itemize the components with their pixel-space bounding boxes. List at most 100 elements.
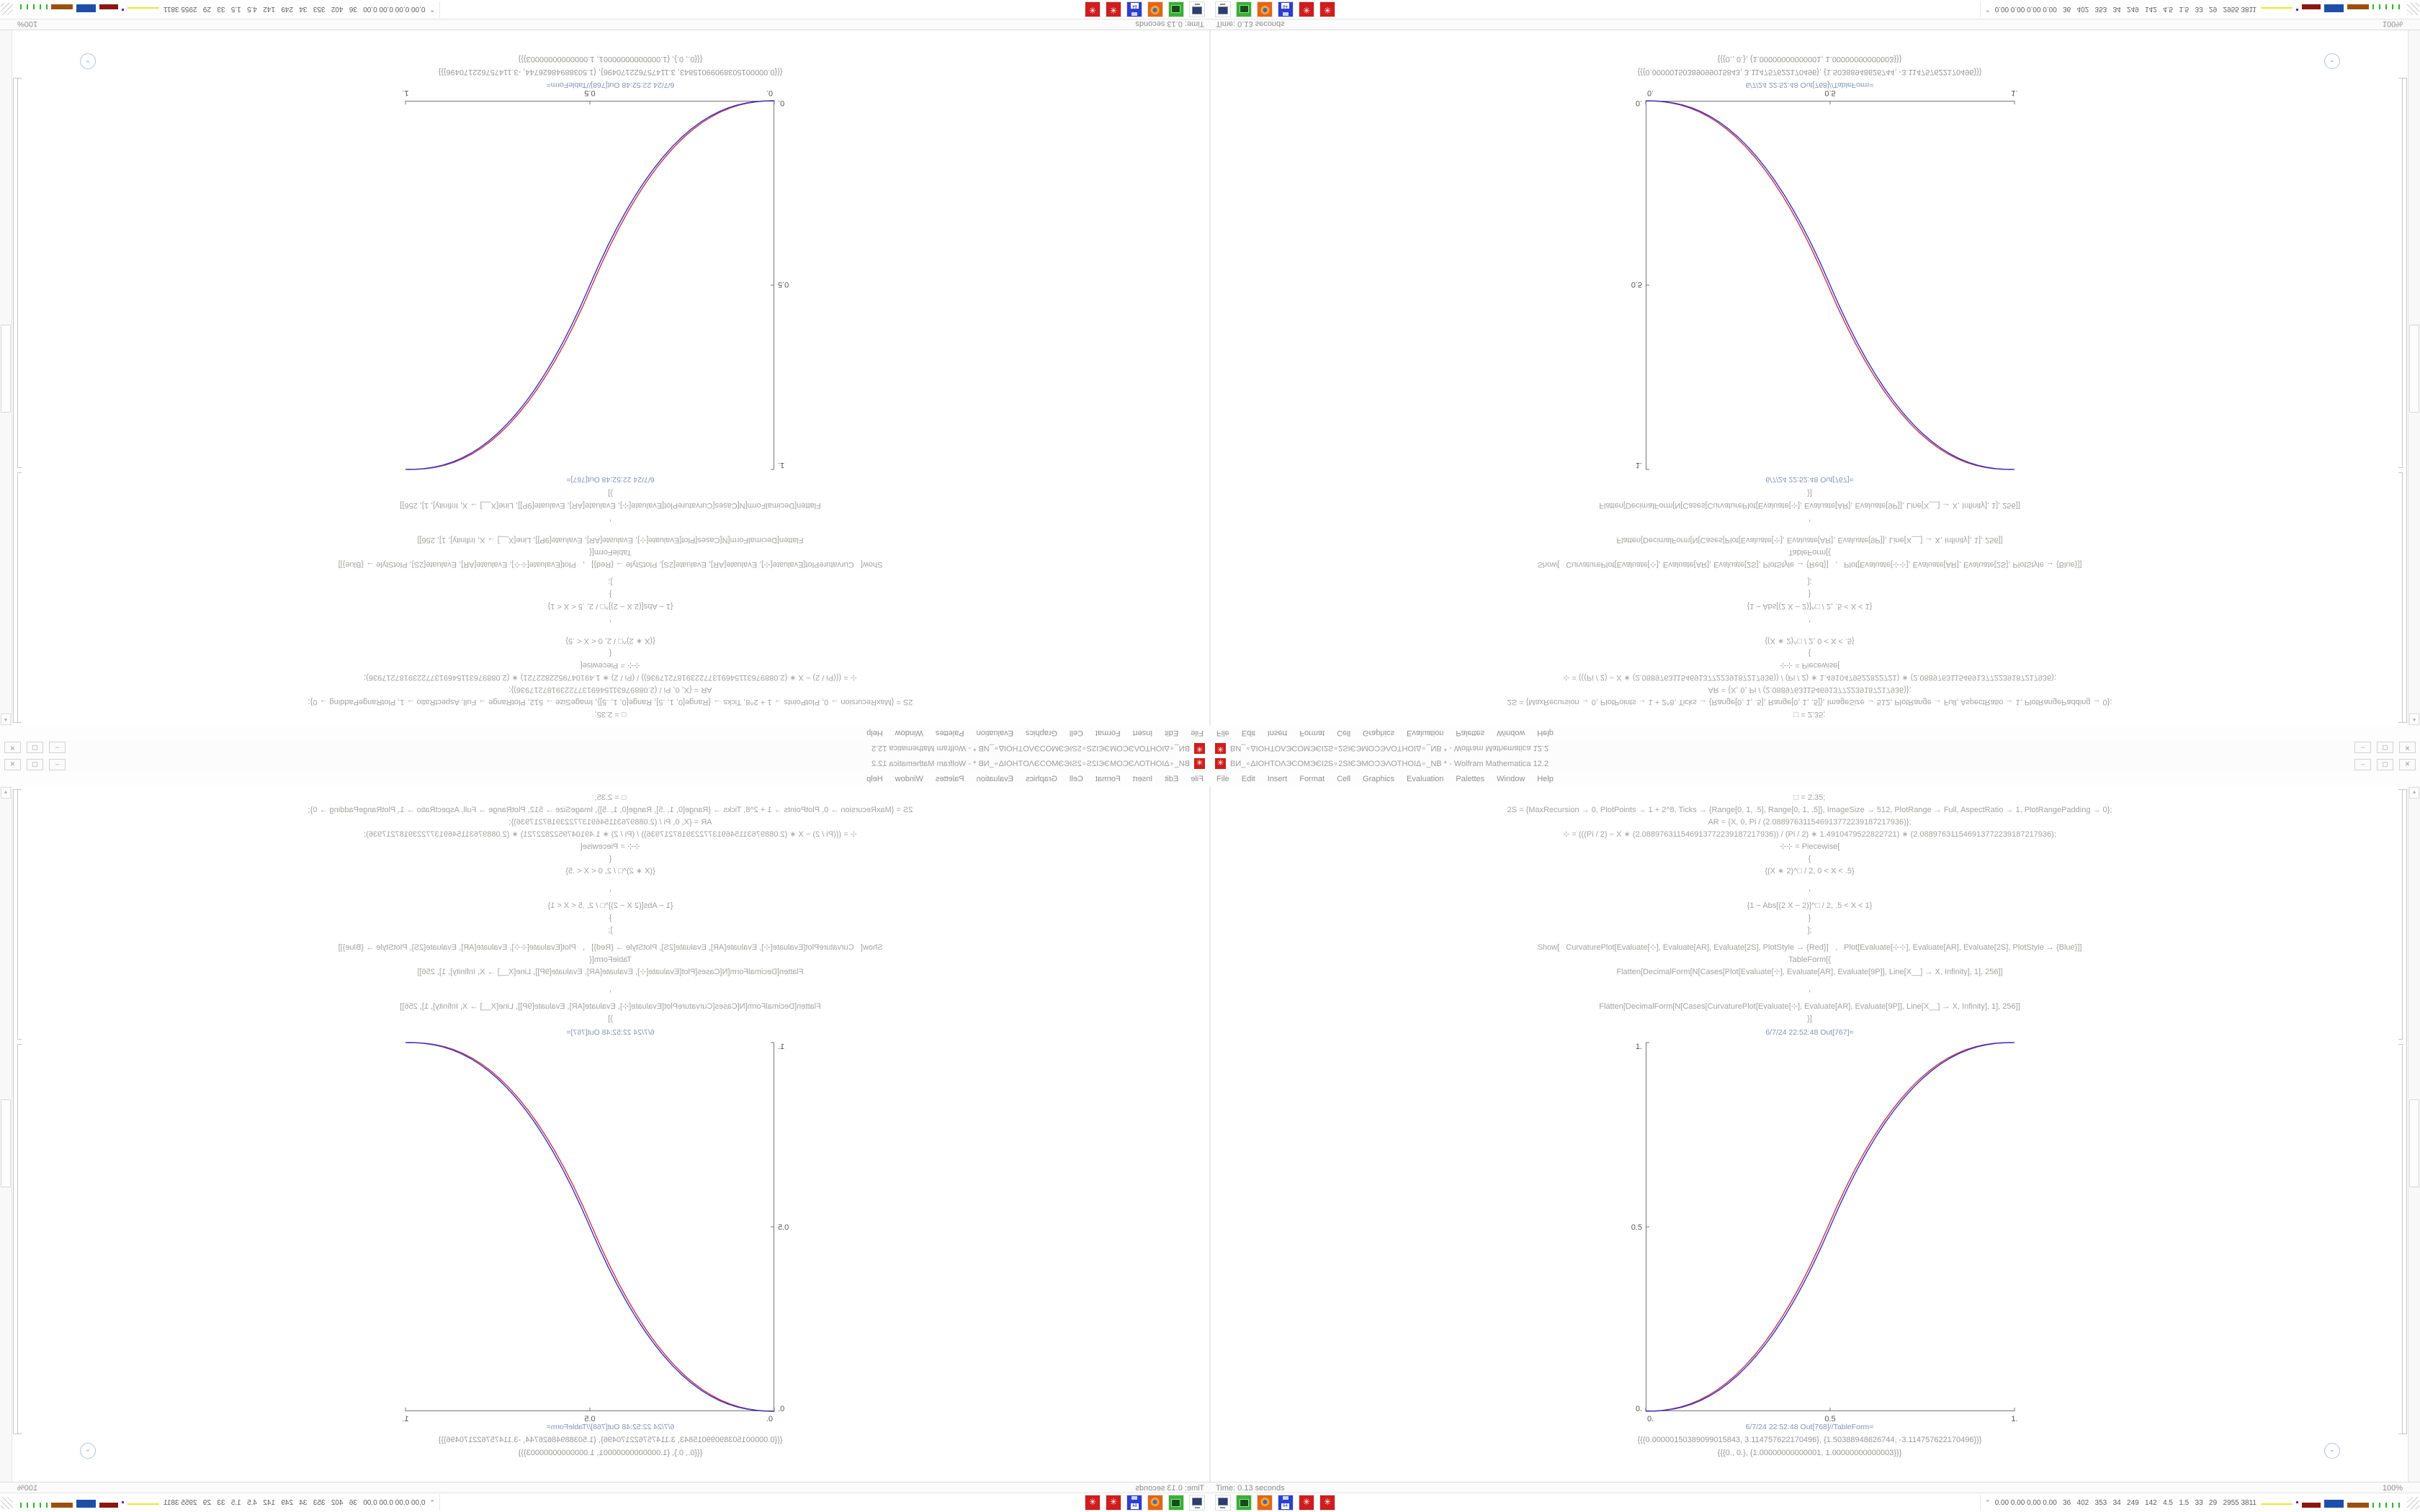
code-line[interactable]: ⊹ = (((Pi / 2) − X ∗ (2.0889763115469137… (364, 673, 857, 682)
gear-red-icon[interactable]: ✳ (1085, 1, 1101, 17)
gear-red-icon[interactable]: ✳ (1299, 1495, 1314, 1511)
menu-evaluation[interactable]: Evaluation (1407, 729, 1444, 737)
scrollbar-thumb[interactable] (1, 325, 11, 413)
menu-evaluation[interactable]: Evaluation (976, 729, 1013, 737)
menu-window[interactable]: Window (895, 775, 923, 783)
menu-insert[interactable]: Insert (1267, 729, 1288, 737)
code-line[interactable]: } (1808, 590, 1811, 598)
code-line[interactable]: , (609, 985, 612, 994)
menu-edit[interactable]: Edit (1165, 775, 1179, 783)
menu-cell[interactable]: Cell (1337, 729, 1351, 737)
code-line[interactable]: {1 − Abs[(2 X − 2)]^□ / 2, .5 < X < 1} (547, 602, 673, 611)
code-line[interactable]: AR = {X, 0, Pi / (2.08897631154691377223… (508, 818, 712, 827)
code-line[interactable]: {(X ∗ 2)^□ / 2, 0 < X < .5} (565, 636, 655, 645)
menu-insert[interactable]: Insert (1267, 775, 1288, 783)
resize-grip[interactable] (1, 3, 13, 16)
input-cell-bracket[interactable] (17, 472, 22, 723)
scroll-to-bottom-button[interactable]: ⌄ (2324, 53, 2340, 69)
package-icon[interactable] (1168, 1495, 1184, 1511)
code-line[interactable]: □ = 2.35; (1793, 710, 1826, 719)
scroll-to-bottom-button[interactable]: ⌄ (80, 1443, 96, 1459)
code-line[interactable]: { (609, 855, 612, 863)
menu-cell[interactable]: Cell (1069, 729, 1083, 737)
scrollbar-thumb[interactable] (2409, 325, 2419, 413)
code-line[interactable]: Flatten[DecimalForm[N[Cases[Plot[Evaluat… (417, 536, 804, 544)
maximize-button[interactable]: ▢ (27, 742, 43, 753)
scrollbar-thumb[interactable] (1, 1099, 11, 1187)
menu-graphics[interactable]: Graphics (1363, 775, 1395, 783)
code-line[interactable]: Show[ CurvaturePlot[Evaluate[⊹], Evaluat… (338, 560, 883, 569)
gear-red-icon[interactable]: ✳ (1299, 1, 1314, 17)
code-line[interactable]: } (609, 914, 612, 922)
code-line[interactable]: , (609, 619, 612, 628)
code-line[interactable]: 2S = {MaxRecursion → 0, PlotPoints → 1 +… (1507, 806, 2112, 814)
window-titlebar[interactable]: ✳ ВИ_∘ΔΙΟΗΤΟΛЭCOMЭЄΙ2Ѕ∘2ЅΙЄЭMOϽЭΛΟΤΗΟΙΔ∘… (1210, 756, 2420, 772)
code-line[interactable]: , (1808, 518, 1811, 527)
notebook-area[interactable]: □ = 2.35; 2S = {MaxRecursion → 0, PlotPoi… (1211, 30, 2408, 726)
menu-format[interactable]: Format (1299, 729, 1325, 737)
firefox-icon[interactable] (1147, 1495, 1163, 1511)
menu-evaluation[interactable]: Evaluation (1407, 775, 1444, 783)
menu-format[interactable]: Format (1095, 729, 1121, 737)
menu-palettes[interactable]: Palettes (935, 729, 964, 737)
code-line[interactable]: ⊹⊹ = Piecewise[ (1779, 842, 1840, 851)
minimize-button[interactable]: – (2354, 742, 2371, 753)
gear-red-icon[interactable]: ✳ (1106, 1495, 1121, 1511)
menu-insert[interactable]: Insert (1132, 775, 1153, 783)
code-line[interactable]: Flatten[DecimalForm[N[Cases[CurvaturePlo… (1599, 1002, 2020, 1011)
cell-group-bracket[interactable] (2403, 78, 2407, 723)
code-line[interactable]: Show[ CurvaturePlot[Evaluate[⊹], Evaluat… (1537, 943, 2082, 952)
floppy-64-icon[interactable]: 64 (1126, 1495, 1142, 1511)
menu-help[interactable]: Help (866, 729, 883, 737)
code-line[interactable]: }] (1807, 1014, 1812, 1023)
cell-group-bracket[interactable] (2403, 789, 2407, 1434)
code-line[interactable]: ⊹ = (((Pi / 2) − X ∗ (2.0889763115469137… (1563, 673, 2056, 682)
code-line[interactable]: Flatten[DecimalForm[N[Cases[CurvaturePlo… (400, 501, 821, 510)
code-line[interactable]: ⊹⊹ = Piecewise[ (580, 661, 641, 670)
scroll-to-bottom-button[interactable]: ⌄ (2324, 1443, 2340, 1459)
resize-grip[interactable] (2407, 1496, 2419, 1509)
package-icon[interactable] (1236, 1, 1252, 17)
vertical-scrollbar[interactable]: ▴ (0, 30, 12, 726)
firefox-icon[interactable] (1147, 1, 1163, 17)
input-code-cell[interactable]: □ = 2.35; 2S = {MaxRecursion → 0, PlotPoi… (33, 487, 1188, 720)
input-code-cell[interactable]: □ = 2.35; 2S = {MaxRecursion → 0, PlotPoi… (33, 792, 1188, 1025)
input-cell-bracket[interactable] (17, 789, 22, 1040)
close-button[interactable]: ✕ (4, 742, 21, 753)
scrollbar-up-arrow-icon[interactable]: ▴ (1, 714, 11, 725)
close-button[interactable]: ✕ (2399, 742, 2416, 753)
code-line[interactable]: 2S = {MaxRecursion → 0, PlotPoints → 1 +… (1507, 698, 2112, 706)
code-line[interactable]: {(X ∗ 2)^□ / 2, 0 < X < .5} (1765, 867, 1855, 876)
menu-edit[interactable]: Edit (1241, 775, 1255, 783)
menu-window[interactable]: Window (895, 729, 923, 737)
code-line[interactable]: ⊹ = (((Pi / 2) − X ∗ (2.0889763115469137… (364, 830, 857, 839)
display-icon[interactable] (1189, 1, 1205, 17)
menu-graphics[interactable]: Graphics (1025, 775, 1057, 783)
code-line[interactable]: AR = {X, 0, Pi / (2.08897631154691377223… (1708, 818, 1912, 827)
menu-cell[interactable]: Cell (1069, 775, 1083, 783)
menu-help[interactable]: Help (1537, 775, 1554, 783)
maximize-button[interactable]: ▢ (27, 759, 43, 770)
code-line[interactable]: {(X ∗ 2)^□ / 2, 0 < X < .5} (1765, 636, 1855, 645)
menu-cell[interactable]: Cell (1337, 775, 1351, 783)
scrollbar-up-arrow-icon[interactable]: ▴ (1, 787, 11, 798)
code-line[interactable]: {1 − Abs[(2 X − 2)]^□ / 2, .5 < X < 1} (1747, 602, 1873, 611)
menu-file[interactable]: File (1216, 775, 1229, 783)
code-line[interactable]: AR = {X, 0, Pi / (2.08897631154691377223… (1708, 685, 1912, 694)
magnification-level[interactable]: 100% (2382, 1483, 2403, 1493)
scroll-to-bottom-button[interactable]: ⌄ (80, 53, 96, 69)
close-button[interactable]: ✕ (2399, 759, 2416, 770)
gear-red-icon[interactable]: ✳ (1106, 1, 1121, 17)
code-line[interactable]: ⊹ = (((Pi / 2) − X ∗ (2.0889763115469137… (1563, 830, 2056, 839)
code-line[interactable]: ]; (608, 577, 613, 586)
menu-help[interactable]: Help (1537, 729, 1554, 737)
code-line[interactable]: TableForm[{ (1788, 548, 1831, 557)
code-line[interactable]: 2S = {MaxRecursion → 0, PlotPoints → 1 +… (308, 806, 913, 814)
code-line[interactable]: Show[ CurvaturePlot[Evaluate[⊹], Evaluat… (1537, 560, 2082, 569)
input-code-cell[interactable]: □ = 2.35; 2S = {MaxRecursion → 0, PlotPoi… (1232, 792, 2387, 1025)
code-line[interactable]: {(X ∗ 2)^□ / 2, 0 < X < .5} (565, 867, 655, 876)
scrollbar-up-arrow-icon[interactable]: ▴ (2409, 714, 2419, 725)
firefox-icon[interactable] (1257, 1, 1273, 17)
display-icon[interactable] (1215, 1495, 1231, 1511)
code-line[interactable]: ]; (1807, 926, 1812, 935)
